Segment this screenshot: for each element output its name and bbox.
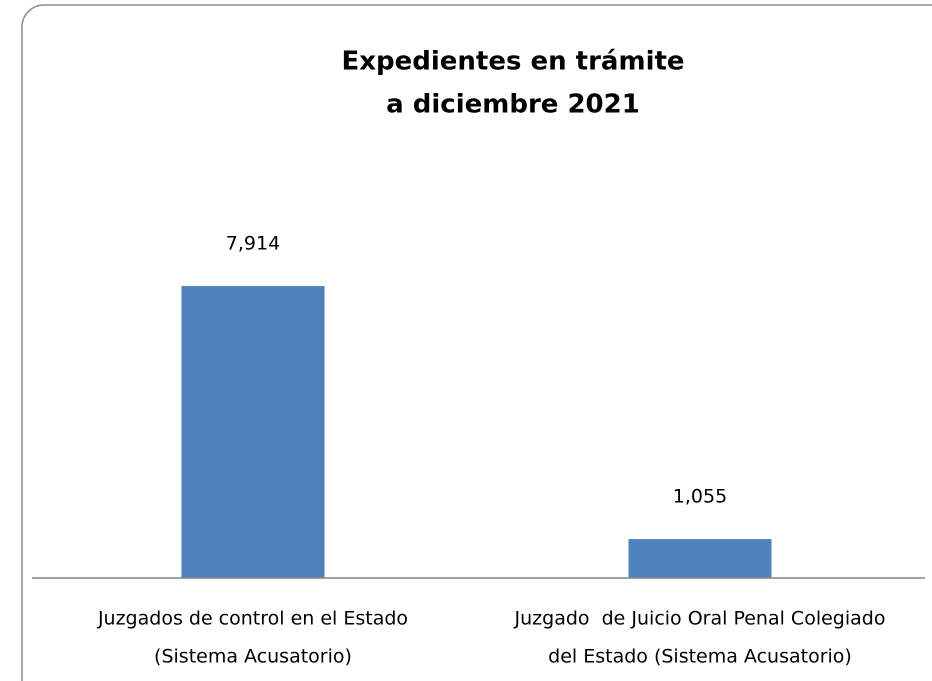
chart-title: Expedientes en trámite	[341, 47, 684, 77]
x-tick-label: (Sistema Acusatorio)	[154, 646, 352, 668]
x-tick-label: Juzgados de control en el Estado	[97, 608, 408, 630]
bar	[628, 539, 772, 578]
x-tick-label: Juzgado de Juicio Oral Penal Colegiado	[514, 608, 886, 630]
bar	[181, 286, 325, 578]
data-label: 7,914	[226, 233, 280, 255]
data-label: 1,055	[673, 486, 727, 508]
x-tick-label: del Estado (Sistema Acusatorio)	[548, 646, 852, 668]
chart-title: a diciembre 2021	[386, 90, 640, 120]
